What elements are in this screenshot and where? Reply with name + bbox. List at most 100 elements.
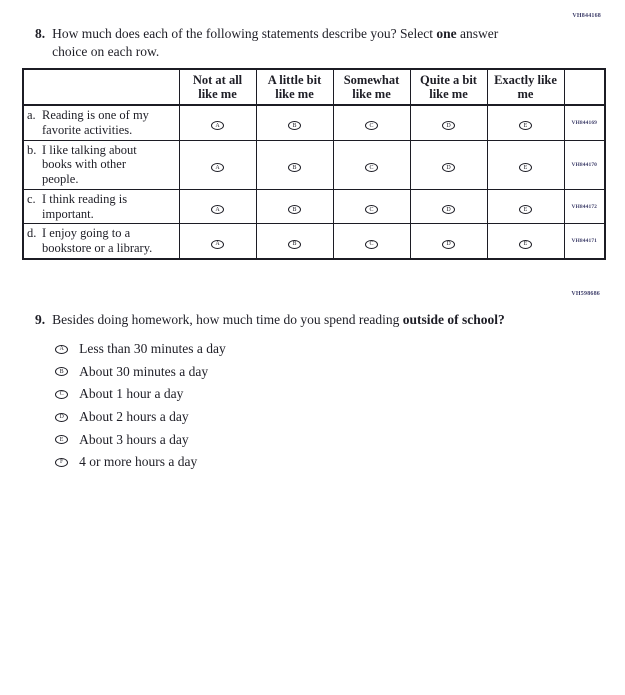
oval-letter: D (446, 164, 451, 171)
oval-letter: E (59, 436, 64, 443)
oval-letter: C (369, 164, 374, 171)
matrix-header-row: Not at all like me A little bit like me … (22, 68, 606, 106)
statement-cell-c: c. I think reading is important. (22, 188, 180, 225)
q9-text: Besides doing homework, how much time do… (52, 311, 505, 329)
q9-accession-code: VH598686 (571, 291, 600, 297)
answer-oval-c3[interactable]: C (365, 205, 378, 214)
q8-text-post: answer (456, 26, 499, 41)
cell-b-a-little-bit: B (255, 139, 334, 190)
row-b-label: b. (27, 142, 37, 157)
cell-d-a-little-bit: B (255, 223, 334, 260)
option-label: About 30 minutes a day (79, 363, 209, 379)
oval-letter: D (446, 241, 451, 248)
cell-d-quite-a-bit: D (409, 223, 488, 260)
cell-d-exactly-like: E (486, 223, 565, 260)
question-9: 9. Besides doing homework, how much time… (35, 311, 505, 469)
row-b-code: VH844170 (563, 139, 606, 190)
row-d-label: d. (27, 226, 37, 241)
row-c-label: c. (27, 191, 36, 206)
oval-letter: B (292, 122, 297, 129)
row-a-label: a. (27, 108, 36, 122)
cell-c-quite-a-bit: D (409, 188, 488, 225)
cell-c-a-little-bit: B (255, 188, 334, 225)
answer-oval-q9-d[interactable]: D (55, 412, 69, 422)
oval-letter: D (59, 414, 64, 421)
table-row-b: b. I like talking about books with other… (22, 139, 606, 190)
option-4-or-more-hours[interactable]: F 4 or more hours a day (55, 455, 505, 469)
table-row-c: c. I think reading is important. A B C D… (22, 188, 606, 225)
q8-matrix-table: Not at all like me A little bit like me … (22, 68, 606, 260)
statement-cell-b: b. I like talking about books with other… (22, 139, 180, 190)
row-d-statement: I enjoy going to a bookstore or a librar… (42, 226, 153, 255)
answer-oval-b1[interactable]: A (211, 163, 224, 173)
answer-oval-d5[interactable]: E (519, 239, 532, 249)
answer-oval-q9-c[interactable]: C (55, 389, 69, 399)
answer-oval-b4[interactable]: D (442, 163, 455, 173)
row-a-statement: Reading is one of my favorite activities… (42, 108, 149, 137)
answer-oval-b5[interactable]: E (519, 163, 532, 173)
answer-oval-d2[interactable]: B (288, 239, 301, 249)
statement-cell-a: a. Reading is one of my favorite activit… (22, 104, 180, 141)
cell-c-somewhat: C (332, 188, 411, 225)
cell-a-somewhat: C (332, 104, 411, 141)
oval-letter: E (523, 241, 528, 248)
oval-letter: B (292, 164, 297, 171)
answer-oval-a4[interactable]: D (442, 121, 455, 131)
answer-oval-a2[interactable]: B (288, 121, 301, 131)
oval-letter: E (523, 206, 528, 213)
answer-oval-c5[interactable]: E (519, 205, 532, 214)
oval-letter: E (523, 122, 528, 129)
answer-oval-b2[interactable]: B (288, 163, 301, 173)
option-label: 4 or more hours a day (79, 454, 198, 470)
q8-number: 8. (35, 26, 46, 41)
matrix-header-empty (22, 68, 180, 106)
oval-letter: D (446, 206, 451, 213)
oval-letter: B (59, 368, 64, 375)
q8-text: How much does each of the following stat… (52, 25, 498, 61)
matrix-header-exactly-like: Exactly like me (486, 68, 565, 106)
row-a-code: VH844169 (563, 104, 606, 141)
cell-a-exactly-like: E (486, 104, 565, 141)
answer-oval-c4[interactable]: D (442, 205, 455, 214)
oval-letter: A (215, 241, 220, 248)
answer-oval-q9-f[interactable]: F (55, 457, 69, 467)
oval-letter: B (292, 241, 297, 248)
cell-a-not-at-all: A (178, 104, 257, 141)
answer-oval-d1[interactable]: A (211, 239, 224, 249)
answer-oval-c2[interactable]: B (288, 205, 301, 214)
cell-d-not-at-all: A (178, 223, 257, 260)
cell-b-not-at-all: A (178, 139, 257, 190)
question-8: 8. How much does each of the following s… (35, 25, 498, 61)
q8-text-line2: choice on each row. (52, 43, 160, 59)
answer-oval-c1[interactable]: A (211, 205, 224, 214)
cell-d-somewhat: C (332, 223, 411, 260)
q8-text-pre: How much does each of the following stat… (52, 26, 437, 41)
option-about-30-min[interactable]: B About 30 minutes a day (55, 363, 505, 379)
cell-b-somewhat: C (332, 139, 411, 190)
cell-a-quite-a-bit: D (409, 104, 488, 141)
table-row-a: a. Reading is one of my favorite activit… (22, 104, 606, 141)
answer-oval-d4[interactable]: D (442, 239, 455, 249)
answer-oval-d3[interactable]: C (365, 239, 378, 249)
answer-oval-a1[interactable]: A (211, 121, 224, 131)
option-less-than-30-min[interactable]: A Less than 30 minutes a day (55, 341, 505, 356)
answer-oval-a3[interactable]: C (365, 121, 378, 131)
option-about-3-hours[interactable]: E About 3 hours a day (55, 432, 505, 447)
option-about-2-hours[interactable]: D About 2 hours a day (55, 408, 505, 424)
option-about-1-hour[interactable]: C About 1 hour a day (55, 387, 505, 401)
row-c-statement: I think reading is important. (42, 191, 128, 221)
answer-oval-q9-a[interactable]: A (55, 344, 69, 354)
oval-letter: A (59, 346, 64, 353)
matrix-header-somewhat: Somewhat like me (332, 68, 411, 106)
answer-oval-a5[interactable]: E (519, 121, 532, 131)
answer-oval-b3[interactable]: C (365, 163, 378, 173)
answer-oval-q9-b[interactable]: B (55, 367, 69, 377)
oval-letter: C (59, 391, 64, 398)
option-label: About 2 hours a day (79, 408, 189, 424)
oval-letter: A (215, 206, 220, 213)
oval-letter: A (215, 122, 220, 129)
row-b-statement: I like talking about books with other pe… (42, 142, 137, 187)
q8-accession-code: VH844168 (572, 13, 601, 19)
answer-oval-q9-e[interactable]: E (55, 435, 69, 445)
